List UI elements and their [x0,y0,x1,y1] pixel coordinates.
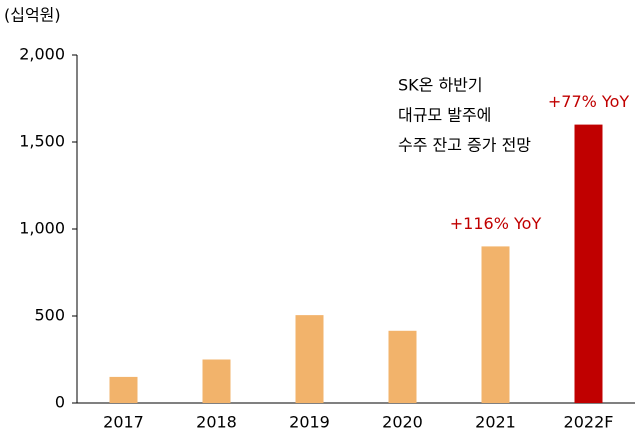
note-line: 대규모 발주에 [398,106,491,125]
bar [202,359,231,403]
bar [481,246,510,403]
y-tick-label: 500 [34,306,65,325]
note-line: 수주 잔고 증가 전망 [398,136,531,155]
x-tick-label: 2018 [196,413,237,432]
x-tick-label: 2017 [103,413,144,432]
bar [109,376,138,403]
y-tick-label: 2,000 [19,45,65,64]
x-tick-label: 2021 [475,413,516,432]
annotation: +77% YoY [548,92,629,111]
x-tick-label: 2022F [564,413,614,432]
y-tick-label: 0 [55,393,65,412]
unit-label: (십억원) [4,6,61,25]
bar [574,124,603,403]
y-tick-label: 1,000 [19,219,65,238]
y-tick-label: 1,500 [19,132,65,151]
x-tick-label: 2019 [289,413,330,432]
annotation: +116% YoY [450,214,542,233]
bar [295,315,324,403]
note-line: SK온 하반기 [398,76,483,95]
bar [388,330,417,403]
x-tick-label: 2020 [382,413,423,432]
